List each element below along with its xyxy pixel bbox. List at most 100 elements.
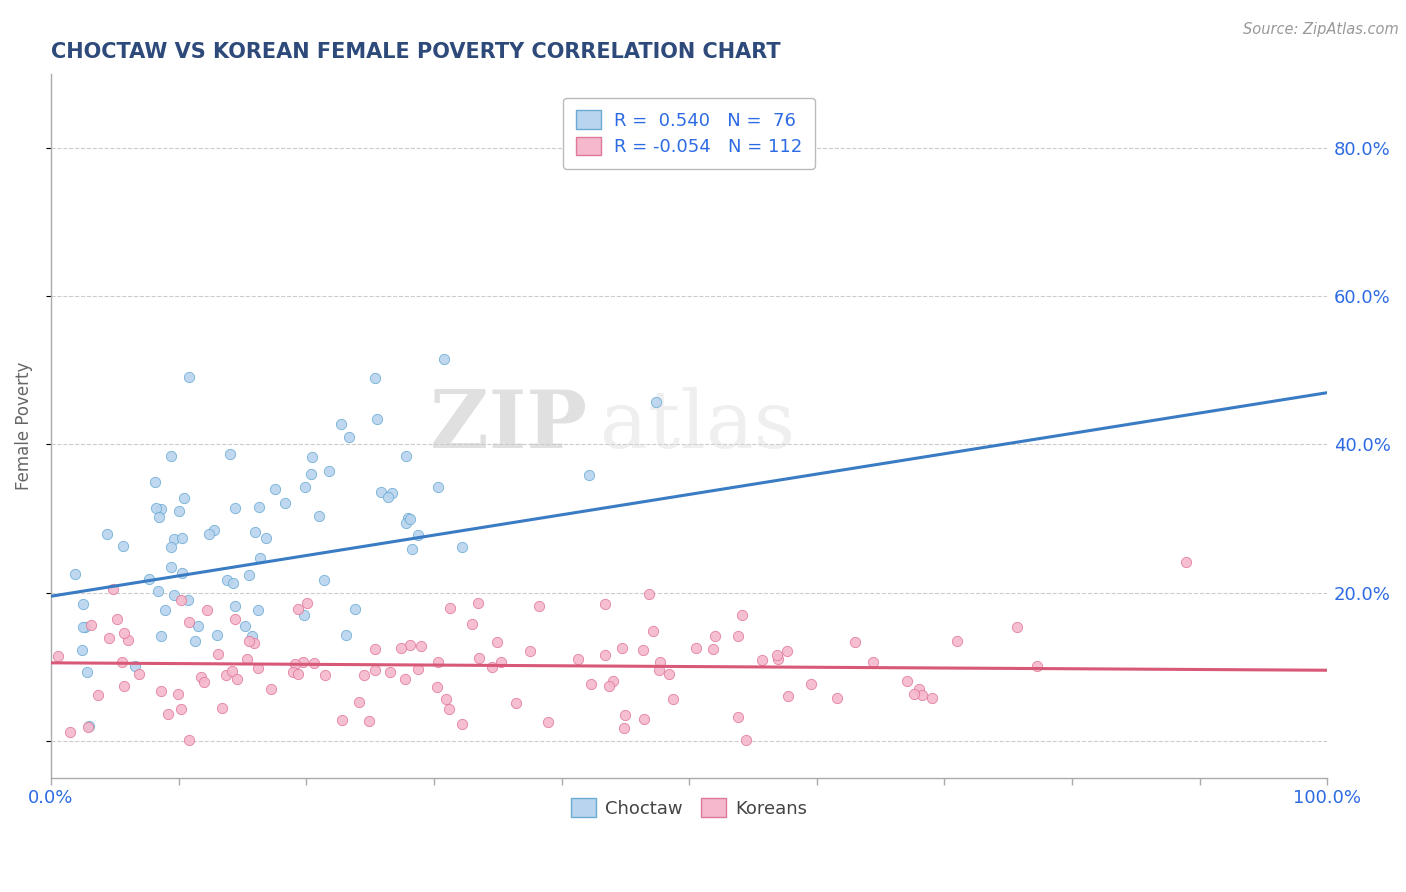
Point xyxy=(766,648,789,663)
Point xyxy=(260,682,283,697)
Point xyxy=(658,667,681,681)
Point xyxy=(233,618,256,632)
Point xyxy=(254,532,277,546)
Point xyxy=(184,634,207,648)
Point xyxy=(214,668,236,682)
Point xyxy=(314,573,336,587)
Point xyxy=(112,679,135,693)
Point xyxy=(426,681,449,695)
Point xyxy=(439,601,461,615)
Point xyxy=(240,629,263,643)
Point xyxy=(172,531,194,545)
Point xyxy=(648,663,671,677)
Point xyxy=(146,584,169,599)
Point xyxy=(945,634,967,648)
Point xyxy=(908,681,931,696)
Point xyxy=(598,679,620,693)
Point xyxy=(170,593,193,607)
Point xyxy=(72,620,94,634)
Point xyxy=(283,665,305,679)
Point xyxy=(111,655,134,669)
Point xyxy=(800,676,823,690)
Point xyxy=(401,541,423,556)
Point xyxy=(461,617,484,632)
Point xyxy=(177,615,200,630)
Point xyxy=(395,449,418,463)
Point xyxy=(727,710,749,724)
Point xyxy=(263,482,285,496)
Point xyxy=(481,660,503,674)
Point xyxy=(211,700,233,714)
Point xyxy=(685,640,707,655)
Point xyxy=(337,430,360,444)
Point xyxy=(87,688,110,702)
Point xyxy=(177,593,200,607)
Point xyxy=(226,672,249,686)
Point xyxy=(299,467,322,482)
Point xyxy=(73,620,96,634)
Point xyxy=(399,512,422,526)
Point xyxy=(97,631,120,645)
Point xyxy=(1025,659,1047,673)
Point xyxy=(903,687,925,701)
Point xyxy=(205,628,228,642)
Point xyxy=(173,491,195,506)
Point xyxy=(247,661,270,675)
Point xyxy=(451,541,474,555)
Point xyxy=(389,640,412,655)
Point xyxy=(768,652,790,666)
Point xyxy=(207,647,229,661)
Point xyxy=(150,629,173,643)
Text: Source: ZipAtlas.com: Source: ZipAtlas.com xyxy=(1243,22,1399,37)
Point xyxy=(395,516,418,530)
Point xyxy=(825,690,848,705)
Y-axis label: Female Poverty: Female Poverty xyxy=(15,362,32,491)
Point xyxy=(59,724,82,739)
Point xyxy=(344,602,367,616)
Point xyxy=(295,596,318,610)
Point xyxy=(247,500,270,515)
Point xyxy=(751,653,773,667)
Point xyxy=(467,596,489,610)
Point xyxy=(224,599,246,613)
Point xyxy=(427,656,450,670)
Point xyxy=(243,525,266,540)
Point xyxy=(519,644,541,658)
Point xyxy=(163,533,186,547)
Point xyxy=(610,640,633,655)
Point xyxy=(236,652,259,666)
Point xyxy=(778,689,800,703)
Point xyxy=(370,485,392,500)
Point xyxy=(238,568,260,582)
Point xyxy=(157,707,180,722)
Point xyxy=(77,719,100,733)
Point xyxy=(72,597,94,611)
Point xyxy=(406,528,429,542)
Point xyxy=(335,628,357,642)
Point xyxy=(76,665,98,680)
Point xyxy=(409,640,432,654)
Point xyxy=(633,643,655,657)
Point xyxy=(46,649,69,664)
Point xyxy=(318,464,340,478)
Point xyxy=(396,511,419,525)
Point xyxy=(398,639,420,653)
Point xyxy=(703,629,725,643)
Point xyxy=(284,657,307,671)
Point xyxy=(378,665,401,679)
Point xyxy=(433,351,456,366)
Point xyxy=(364,371,387,385)
Point xyxy=(105,612,128,626)
Point xyxy=(246,603,269,617)
Point xyxy=(844,634,866,648)
Point xyxy=(198,526,221,541)
Point xyxy=(138,572,160,586)
Point xyxy=(648,655,671,669)
Point xyxy=(292,655,315,669)
Point xyxy=(1175,555,1198,569)
Point xyxy=(364,663,387,677)
Point xyxy=(238,634,260,648)
Point xyxy=(302,656,325,670)
Point xyxy=(662,692,685,706)
Point xyxy=(219,447,242,461)
